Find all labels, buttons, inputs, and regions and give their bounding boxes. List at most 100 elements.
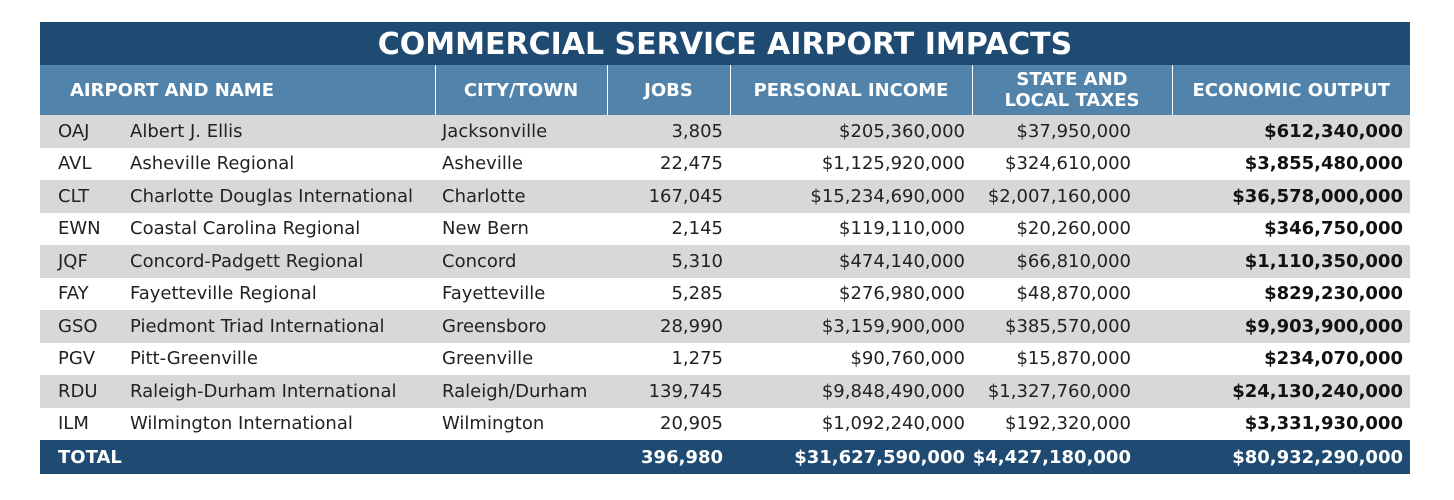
column-header-line: STATE AND — [1016, 69, 1128, 90]
column-header: PERSONAL INCOME — [729, 65, 972, 115]
airport-name: Pitt-Greenville — [130, 342, 435, 375]
airport-name: Concord-Padgett Regional — [130, 245, 435, 278]
airport-code: RDU — [40, 375, 130, 408]
taxes: $1,327,760,000 — [972, 375, 1172, 408]
personal-income: $119,110,000 — [730, 212, 972, 245]
taxes: $15,870,000 — [972, 342, 1172, 375]
city: Wilmington — [435, 407, 607, 440]
economic-output: $3,331,930,000 — [1172, 407, 1410, 440]
city: Fayetteville — [435, 277, 607, 310]
taxes: $324,610,000 — [972, 147, 1172, 180]
table-footer: TOTAL 396,980 $31,627,590,000 $4,427,180,00… — [40, 440, 1410, 474]
taxes: $385,570,000 — [972, 310, 1172, 343]
jobs: 2,145 — [607, 212, 730, 245]
economic-output: $3,855,480,000 — [1172, 147, 1410, 180]
impact-table: COMMERCIAL SERVICE AIRPORT IMPACTS AIRPO… — [40, 22, 1410, 474]
jobs: 5,285 — [607, 277, 730, 310]
airport-code: GSO — [40, 310, 130, 343]
column-header-line: LOCAL TAXES — [1004, 90, 1140, 111]
airport-name: Fayetteville Regional — [130, 277, 435, 310]
total-jobs: 396,980 — [607, 440, 730, 474]
city: Charlotte — [435, 180, 607, 213]
economic-output: $346,750,000 — [1172, 212, 1410, 245]
airport-code: JQF — [40, 245, 130, 278]
personal-income: $1,125,920,000 — [730, 147, 972, 180]
economic-output: $9,903,900,000 — [1172, 310, 1410, 343]
city: Greenville — [435, 342, 607, 375]
table-row: PGV Pitt-Greenville Greenville 1,275 $90,760… — [40, 342, 1410, 375]
taxes: $48,870,000 — [972, 277, 1172, 310]
table-row: RDU Raleigh-Durham International Raleigh/D… — [40, 375, 1410, 408]
personal-income: $90,760,000 — [730, 342, 972, 375]
airport-code: ILM — [40, 407, 130, 440]
airport-name: Asheville Regional — [130, 147, 435, 180]
airport-name: Charlotte Douglas International — [130, 180, 435, 213]
personal-income: $205,360,000 — [730, 115, 972, 148]
total-output: $80,932,290,000 — [1172, 440, 1410, 474]
table-row: CLT Charlotte Douglas International Charlo… — [40, 180, 1410, 213]
personal-income: $9,848,490,000 — [730, 375, 972, 408]
economic-output: $36,578,000,000 — [1172, 180, 1410, 213]
jobs: 1,275 — [607, 342, 730, 375]
personal-income: $15,234,690,000 — [730, 180, 972, 213]
airport-code: PGV — [40, 342, 130, 375]
header-row: AIRPORT AND NAME CITY/TOWN JOBS PERSONAL IN… — [40, 65, 1410, 115]
economic-output: $234,070,000 — [1172, 342, 1410, 375]
economic-output: $24,130,240,000 — [1172, 375, 1410, 408]
airport-code: EWN — [40, 212, 130, 245]
city: Raleigh/Durham — [435, 375, 607, 408]
jobs: 5,310 — [607, 245, 730, 278]
economic-output: $612,340,000 — [1172, 115, 1410, 148]
personal-income: $3,159,900,000 — [730, 310, 972, 343]
personal-income: $474,140,000 — [730, 245, 972, 278]
airport-code: AVL — [40, 147, 130, 180]
table-row: EWN Coastal Carolina Regional New Bern 2,14… — [40, 212, 1410, 245]
jobs: 20,905 — [607, 407, 730, 440]
total-label: TOTAL — [40, 440, 607, 474]
personal-income: $276,980,000 — [730, 277, 972, 310]
table-row: AVL Asheville Regional Asheville 22,475 $1,1… — [40, 147, 1410, 180]
city: Jacksonville — [435, 115, 607, 148]
taxes: $37,950,000 — [972, 115, 1172, 148]
city: Greensboro — [435, 310, 607, 343]
column-header: CITY/TOWN — [434, 65, 607, 115]
airport-code: FAY — [40, 277, 130, 310]
taxes: $192,320,000 — [972, 407, 1172, 440]
table-row: JQF Concord-Padgett Regional Concord 5,310 $… — [40, 245, 1410, 278]
airport-name: Coastal Carolina Regional — [130, 212, 435, 245]
city: New Bern — [435, 212, 607, 245]
column-header: STATE AND LOCAL TAXES — [971, 65, 1172, 115]
table: AIRPORT AND NAME CITY/TOWN JOBS PERSONAL IN… — [40, 65, 1410, 474]
jobs: 3,805 — [607, 115, 730, 148]
table-title: COMMERCIAL SERVICE AIRPORT IMPACTS — [40, 22, 1410, 65]
taxes: $66,810,000 — [972, 245, 1172, 278]
personal-income: $1,092,240,000 — [730, 407, 972, 440]
total-taxes: $4,427,180,000 — [972, 440, 1172, 474]
jobs: 167,045 — [607, 180, 730, 213]
table-body: OAJ Albert J. Ellis Jacksonville 3,805 $205,… — [40, 115, 1410, 440]
airport-name: Raleigh-Durham International — [130, 375, 435, 408]
column-header: JOBS — [606, 65, 730, 115]
column-header: ECONOMIC OUTPUT — [1171, 65, 1410, 115]
airport-name: Wilmington International — [130, 407, 435, 440]
table-header: AIRPORT AND NAME CITY/TOWN JOBS PERSONAL IN… — [40, 65, 1410, 115]
taxes: $20,260,000 — [972, 212, 1172, 245]
table-row: GSO Piedmont Triad International Greensbor… — [40, 310, 1410, 343]
airport-name: Albert J. Ellis — [130, 115, 435, 148]
economic-output: $1,110,350,000 — [1172, 245, 1410, 278]
jobs: 22,475 — [607, 147, 730, 180]
table-row: OAJ Albert J. Ellis Jacksonville 3,805 $205,… — [40, 115, 1410, 148]
column-header: AIRPORT AND NAME — [40, 65, 435, 115]
airport-code: OAJ — [40, 115, 130, 148]
city: Concord — [435, 245, 607, 278]
airport-code: CLT — [40, 180, 130, 213]
table-row: FAY Fayetteville Regional Fayetteville 5,28… — [40, 277, 1410, 310]
jobs: 28,990 — [607, 310, 730, 343]
table-row: ILM Wilmington International Wilmington 20,… — [40, 407, 1410, 440]
economic-output: $829,230,000 — [1172, 277, 1410, 310]
airport-name: Piedmont Triad International — [130, 310, 435, 343]
jobs: 139,745 — [607, 375, 730, 408]
taxes: $2,007,160,000 — [972, 180, 1172, 213]
total-row: TOTAL 396,980 $31,627,590,000 $4,427,180,00… — [40, 440, 1410, 474]
